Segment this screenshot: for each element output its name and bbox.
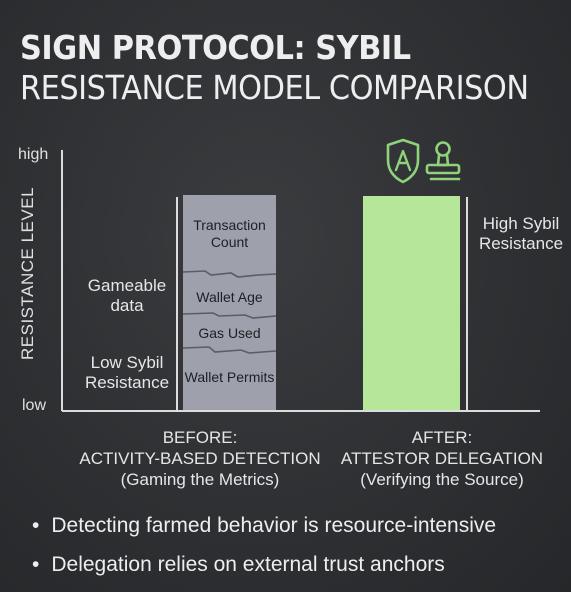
bullet-1-text: Detecting farmed behavior is resource-in… <box>51 514 497 537</box>
before-bar: Transaction Count Wallet Age Gas Used Wa… <box>183 195 276 410</box>
category-before-line-2: ACTIVITY-BASED DETECTION <box>79 449 321 468</box>
y-tick-high: high <box>18 146 49 163</box>
category-before: BEFORE: ACTIVITY-BASED DETECTION (Gaming… <box>60 427 340 490</box>
category-after: AFTER: ATTESTOR DELEGATION (Verifying th… <box>326 427 558 490</box>
segment-transaction-count: Transaction Count <box>193 217 266 250</box>
bullet-2: • Delegation relies on external trust anc… <box>32 553 445 577</box>
chart-title: SIGN PROTOCOL: SYBIL RESISTANCE MODEL CO… <box>20 28 529 108</box>
bullet-dot: • <box>32 553 40 576</box>
category-after-line-2: ATTESTOR DELEGATION <box>340 449 544 468</box>
segment-gas-used: Gas Used <box>198 325 261 341</box>
gameable-data-note: Gameable data <box>87 276 167 315</box>
crack-lines <box>183 270 276 354</box>
category-after-line-3: (Verifying the Source) <box>360 470 524 489</box>
bullet-dot: • <box>32 514 40 537</box>
shield-icon <box>386 138 420 184</box>
category-before-line-3: (Gaming the Metrics) <box>120 470 280 489</box>
title-line-1: SIGN PROTOCOL: SYBIL <box>20 28 411 67</box>
high-resistance-note: High Sybil Resistance <box>478 214 564 253</box>
y-tick-low: low <box>22 397 47 414</box>
segment-wallet-age: Wallet Age <box>196 289 263 305</box>
bullet-2-text: Delegation relies on external trust anch… <box>51 553 445 576</box>
low-resistance-note: Low Sybil Resistance <box>84 353 170 392</box>
category-after-line-1: AFTER: <box>411 428 473 447</box>
after-bar <box>363 196 460 410</box>
stamp-icon <box>425 141 461 181</box>
title-line-2: RESISTANCE MODEL COMPARISON <box>20 68 529 107</box>
bullet-1: • Detecting farmed behavior is resource-i… <box>32 514 496 538</box>
category-before-line-1: BEFORE: <box>162 428 238 447</box>
segment-wallet-permits: Wallet Permits <box>184 369 275 385</box>
